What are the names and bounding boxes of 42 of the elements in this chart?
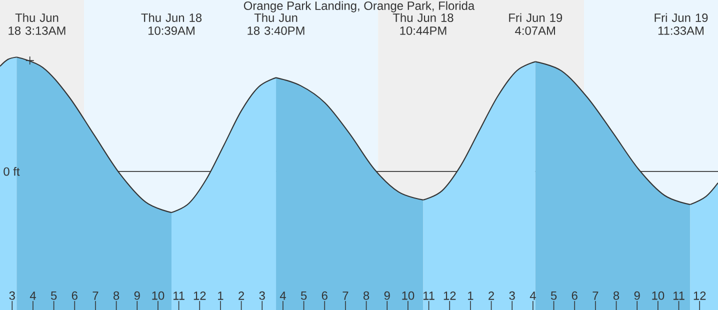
ref-line-label: 0 ft bbox=[4, 167, 20, 176]
text: Thu Jun 18 3:40PM bbox=[248, 13, 304, 35]
text: Fri Jun 19 11:33AM bbox=[654, 13, 708, 35]
x-tick-label: 12 bbox=[194, 291, 206, 300]
x-tick-label: 7 bbox=[92, 292, 98, 300]
chart-title: Orange Park Landing, Orange Park, Florida bbox=[244, 1, 475, 12]
x-tick-label: 4 bbox=[30, 292, 36, 300]
x-tick-label: 10 bbox=[152, 291, 164, 300]
x-tick-label: 8 bbox=[114, 291, 120, 300]
text: Thu Jun 18 10:39AM bbox=[141, 13, 202, 35]
x-tick-label: 12 bbox=[694, 291, 706, 300]
x-tick-label: 7 bbox=[342, 292, 348, 300]
x-tick-label: 6 bbox=[322, 291, 328, 300]
x-tick-label: 1 bbox=[218, 292, 224, 300]
x-tick-label: 6 bbox=[572, 291, 578, 300]
text: Thu Jun 18 3:13AM bbox=[8, 13, 66, 35]
x-tick-label: 5 bbox=[50, 291, 57, 300]
x-tick-label: 2 bbox=[488, 291, 494, 300]
x-tick-label: 3 bbox=[509, 291, 515, 300]
x-tick-label: 12 bbox=[444, 291, 456, 300]
x-tick-label: 7 bbox=[592, 292, 598, 300]
x-tick-label: 1 bbox=[468, 292, 474, 300]
x-tick-label: 3 bbox=[9, 291, 15, 300]
text: Thu Jun 18 10:44PM bbox=[392, 13, 454, 35]
x-tick-label: 3 bbox=[259, 291, 265, 300]
x-tick-label: 8 bbox=[363, 291, 370, 300]
x-tick-label: 10 bbox=[402, 291, 414, 300]
x-tick-label: 6 bbox=[72, 291, 78, 300]
x-tick-label: 4 bbox=[530, 292, 536, 300]
x-tick-label: 5 bbox=[300, 291, 307, 300]
x-tick-label: 9 bbox=[134, 291, 140, 300]
x-tick-label: 5 bbox=[550, 291, 557, 300]
x-tick-label: 9 bbox=[634, 291, 640, 300]
x-tick-label: 9 bbox=[384, 291, 390, 300]
x-tick-label: 2 bbox=[238, 291, 244, 300]
text: Fri Jun 19 4:07AM bbox=[509, 13, 562, 35]
x-tick-label: 11 bbox=[423, 292, 434, 300]
x-tick-label: 11 bbox=[174, 292, 184, 300]
x-tick-label: 11 bbox=[673, 292, 684, 300]
x-tick-label: 8 bbox=[613, 291, 620, 300]
x-tick-label: 10 bbox=[652, 291, 664, 300]
x-tick-label: 4 bbox=[280, 292, 286, 300]
